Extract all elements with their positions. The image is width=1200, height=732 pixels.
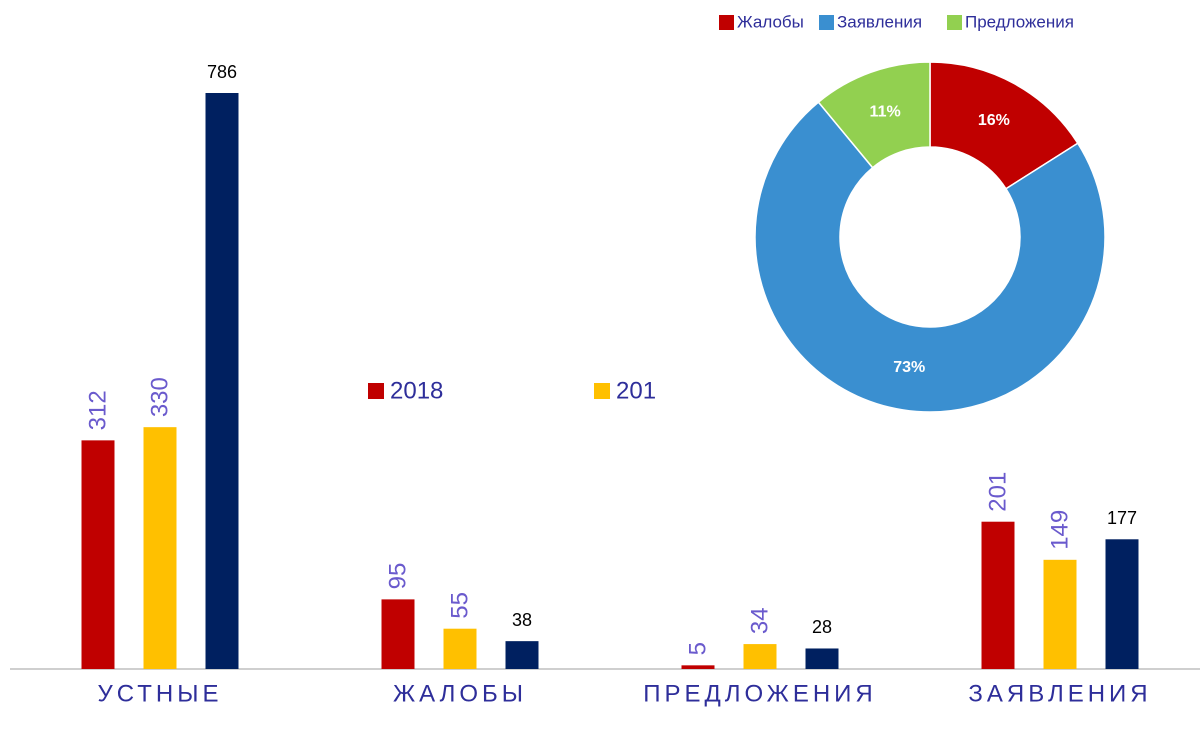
- legend-label: Жалобы: [737, 12, 804, 31]
- bar: [681, 665, 715, 669]
- legend-label: 2018: [390, 377, 443, 404]
- x-tick-label: ЗАЯВЛЕНИЯ: [968, 680, 1151, 707]
- x-tick-label: ЖАЛОБЫ: [393, 680, 527, 707]
- bar: [1043, 559, 1077, 669]
- data-label: 312: [84, 390, 111, 430]
- data-label: 201: [984, 472, 1011, 512]
- x-tick-label: УСТНЫЕ: [97, 680, 222, 707]
- bar: [81, 440, 115, 669]
- slice-label: 16%: [978, 112, 1010, 129]
- data-label: 330: [146, 377, 173, 417]
- bar: [443, 628, 477, 669]
- bar: [505, 641, 539, 669]
- slice-label: 73%: [893, 359, 925, 376]
- donut-slice: [754, 101, 1106, 413]
- data-label: 786: [207, 62, 237, 82]
- legend-swatch: [719, 15, 734, 30]
- data-label: 55: [446, 592, 473, 619]
- data-label: 38: [512, 610, 532, 630]
- legend-swatch: [819, 15, 834, 30]
- data-label: 149: [1046, 510, 1073, 550]
- bar: [805, 648, 839, 669]
- data-label: 177: [1107, 508, 1137, 528]
- legend-swatch: [947, 15, 962, 30]
- bar: [1105, 539, 1139, 669]
- bar: [143, 427, 177, 669]
- donut-slice: [817, 61, 931, 169]
- bar: [981, 521, 1015, 669]
- data-label: 34: [746, 607, 773, 634]
- data-label: 28: [812, 617, 832, 637]
- bar: [205, 93, 239, 669]
- bar: [381, 599, 415, 669]
- legend-swatch: [594, 383, 610, 399]
- legend-label: Предложения: [965, 12, 1074, 31]
- x-tick-label: ПРЕДЛОЖЕНИЯ: [643, 680, 877, 707]
- data-label: 95: [384, 563, 411, 590]
- legend-swatch: [368, 383, 384, 399]
- legend-label: Заявления: [837, 12, 922, 31]
- bar: [743, 644, 777, 669]
- slice-label: 11%: [870, 104, 901, 121]
- data-label: 5: [684, 642, 711, 655]
- legend-label: 201: [616, 377, 656, 404]
